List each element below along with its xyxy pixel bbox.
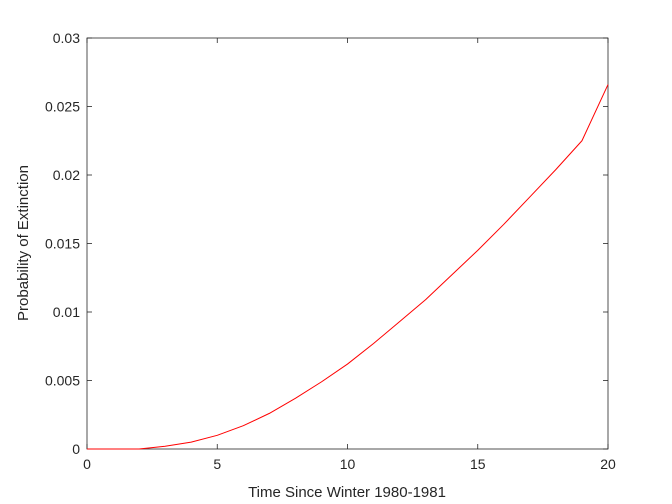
y-tick-label: 0.01 (53, 304, 80, 320)
x-tick-label: 10 (340, 456, 356, 472)
y-tick-label: 0.03 (53, 30, 80, 46)
axes-box (86, 37, 609, 450)
x-tick-label: 0 (83, 456, 91, 472)
x-tick-label: 15 (470, 456, 486, 472)
y-axis-title: Probability of Extinction (15, 165, 32, 321)
plot-area-frame (86, 37, 609, 450)
x-tick-label: 5 (213, 456, 221, 472)
x-axis: 0 5 10 15 20 (83, 38, 616, 472)
series-layer (87, 84, 609, 450)
y-tick-label: 0.02 (53, 167, 80, 183)
y-tick-label: 0.015 (45, 236, 80, 252)
y-tick-label: 0.005 (45, 373, 80, 389)
x-tick-label: 20 (600, 456, 616, 472)
y-tick-label: 0.025 (45, 99, 80, 115)
series-line-extinction-probability (87, 84, 609, 450)
y-axis: 0 0.005 0.01 0.015 0.02 0.025 0.03 (45, 30, 608, 457)
y-tick-label: 0 (72, 441, 80, 457)
x-axis-title: Time Since Winter 1980-1981 (248, 484, 446, 501)
